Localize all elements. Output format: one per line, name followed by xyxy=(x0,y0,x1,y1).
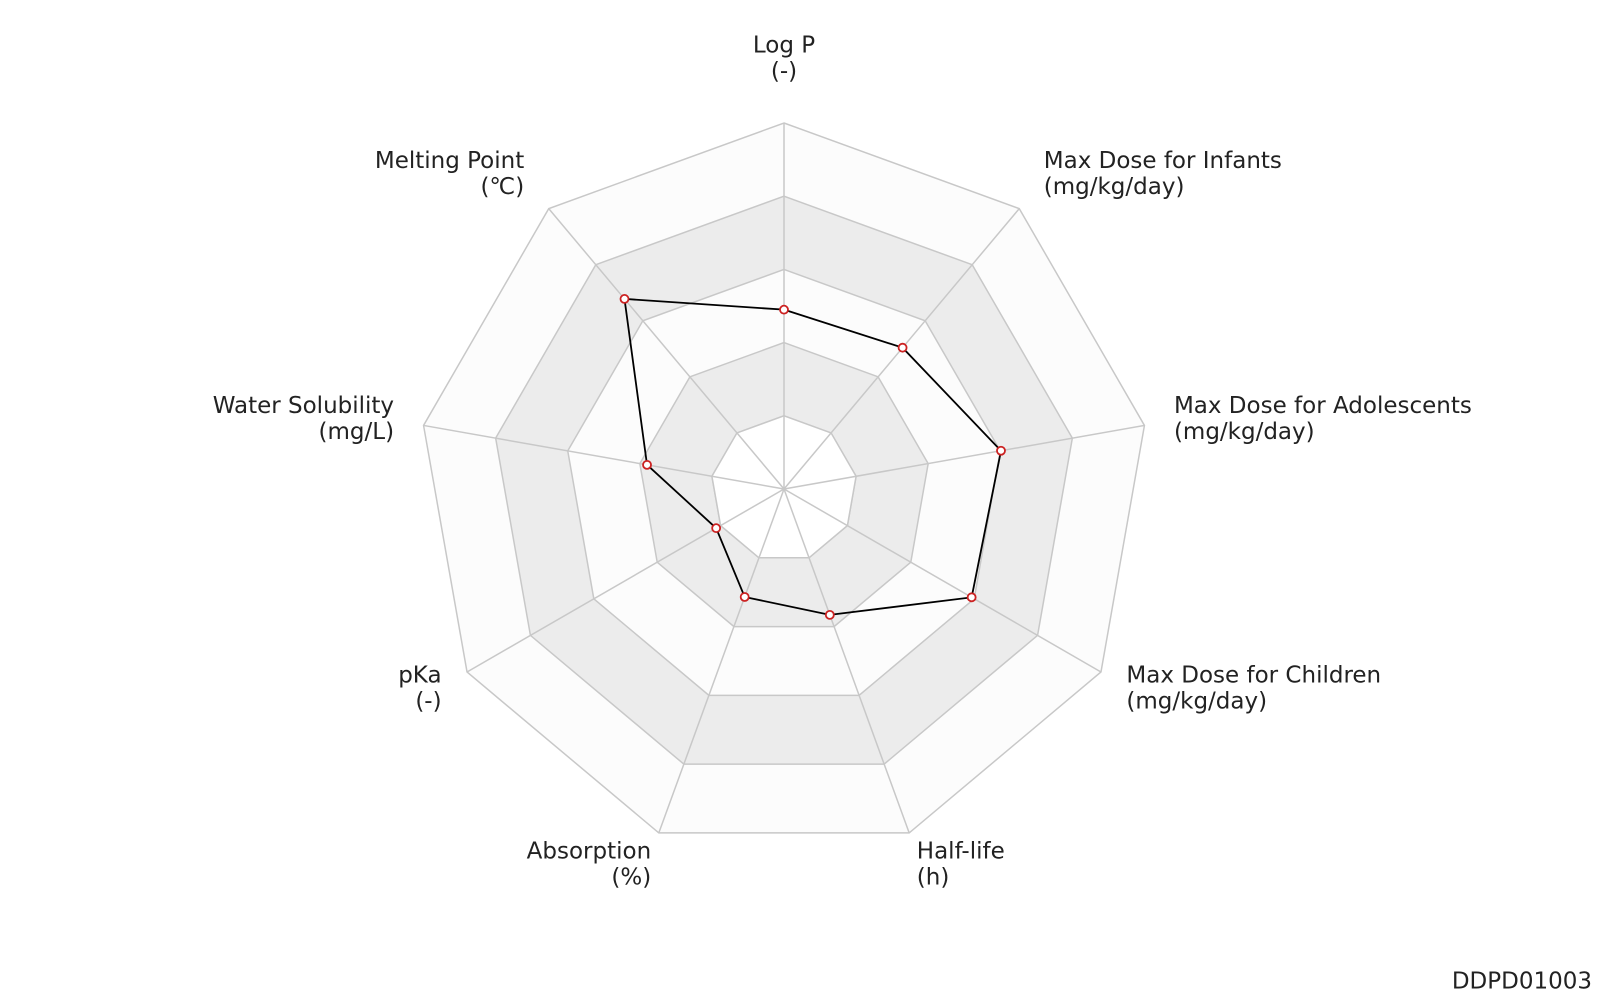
data-point xyxy=(996,445,1006,456)
axis-unit: (mg/L) xyxy=(319,419,395,445)
data-point xyxy=(779,304,789,315)
axis-label: pKa xyxy=(398,663,441,689)
axis-unit: (℃) xyxy=(480,174,524,200)
axis-line xyxy=(466,488,785,673)
axis-label: Max Dose for Infants xyxy=(1044,148,1282,174)
axis-unit: (mg/kg/day) xyxy=(1174,419,1315,445)
axis-line xyxy=(783,488,1102,673)
axis-label: Log P xyxy=(753,33,815,59)
axis-line xyxy=(783,424,1145,490)
data-point xyxy=(739,592,750,602)
axis-label: Max Dose for Children xyxy=(1126,663,1381,689)
data-point xyxy=(897,342,908,353)
axis-unit: (%) xyxy=(611,864,651,890)
axis-line xyxy=(783,488,910,834)
axis-unit: (h) xyxy=(917,864,950,890)
axis-label: Max Dose for Adolescents xyxy=(1174,393,1472,419)
data-line xyxy=(623,297,1002,616)
axis-unit: (mg/kg/day) xyxy=(1126,689,1267,715)
data-point xyxy=(711,523,722,534)
axis-unit: (-) xyxy=(771,59,797,85)
axis-unit: (-) xyxy=(415,689,441,715)
axis-label: Half-life xyxy=(917,838,1005,864)
axis-label: Melting Point xyxy=(375,148,524,174)
data-point xyxy=(824,609,835,620)
axis-line xyxy=(548,208,785,490)
data-point xyxy=(966,592,977,603)
axis-line xyxy=(423,424,785,490)
data-point xyxy=(619,294,630,304)
footnote: DDPD01003 xyxy=(1452,969,1592,995)
data-point xyxy=(642,459,652,470)
axis-unit: (mg/kg/day) xyxy=(1044,174,1185,200)
axis-line xyxy=(658,488,785,834)
axis-label: Water Solubility xyxy=(213,393,394,419)
axis-label: Absorption xyxy=(527,838,652,864)
